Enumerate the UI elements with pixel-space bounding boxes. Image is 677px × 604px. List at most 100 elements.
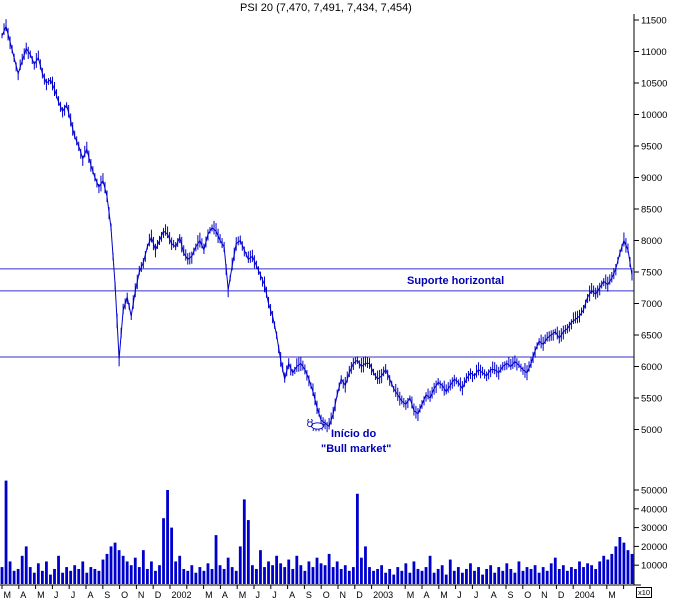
- volume-bar: [372, 570, 375, 584]
- volume-bar: [388, 568, 392, 584]
- volume-bar: [190, 565, 194, 584]
- volume-bar: [182, 568, 186, 584]
- month-label: 2004: [575, 590, 595, 600]
- volume-bar: [303, 570, 307, 584]
- price-tick-label: 7500: [641, 268, 662, 279]
- month-label: J: [457, 590, 462, 600]
- month-label: A: [289, 590, 295, 600]
- volume-bar: [537, 572, 541, 584]
- volume-bar: [222, 568, 226, 584]
- month-label: N: [138, 590, 145, 600]
- volume-bar: [610, 553, 614, 584]
- volume-bar: [529, 568, 533, 584]
- price-tick-label: 11000: [641, 47, 667, 58]
- volume-bar: [271, 565, 274, 584]
- month-label: O: [323, 590, 330, 600]
- volume-bar: [586, 563, 589, 584]
- volume-bar: [186, 570, 190, 584]
- volume-bar: [432, 572, 436, 584]
- volume-tick-label: 20000: [641, 542, 667, 553]
- volume-bar: [473, 570, 476, 584]
- price-tick-label: 5500: [641, 394, 662, 405]
- volume-bar: [339, 568, 343, 584]
- volume-bar: [57, 555, 60, 584]
- volume-bar: [97, 570, 101, 584]
- volume-bar: [73, 565, 77, 584]
- volume-bar: [355, 493, 359, 584]
- volume-bar: [517, 561, 521, 584]
- volume-bar: [570, 567, 573, 584]
- volume-bar: [396, 567, 400, 584]
- bull-icon: [307, 418, 326, 432]
- volume-bar: [250, 565, 254, 584]
- volume-bar: [291, 568, 295, 584]
- volume-bar: [32, 572, 36, 584]
- volume-bar: [0, 567, 4, 584]
- volume-bar: [4, 480, 8, 584]
- price-tick-label: 6500: [641, 331, 662, 342]
- volume-bar: [307, 561, 311, 584]
- price-tick-label: 8500: [641, 205, 662, 216]
- volume-bar: [493, 572, 497, 584]
- volume-bar: [553, 557, 557, 584]
- volume-bar: [505, 563, 509, 584]
- volume-bar: [283, 567, 287, 584]
- month-label: J: [54, 590, 59, 600]
- volume-bar: [69, 570, 73, 584]
- volume-bar: [117, 550, 121, 584]
- month-label: S: [104, 590, 110, 600]
- volume-bar: [109, 546, 113, 584]
- volume-bar: [234, 570, 238, 584]
- volume-bar: [440, 565, 444, 584]
- volume-bar: [8, 561, 12, 584]
- volume-bar: [424, 567, 428, 584]
- chart-title: PSI 20 (7,470, 7,491, 7,434, 7,454): [240, 2, 412, 14]
- month-label: O: [524, 590, 531, 600]
- month-label: A: [222, 590, 228, 600]
- volume-bar: [392, 574, 396, 584]
- volume-bar: [444, 574, 448, 584]
- price-tick-label: 10500: [641, 79, 667, 90]
- volume-bar: [485, 568, 489, 584]
- volume-bar: [238, 546, 242, 584]
- volume-bar: [541, 567, 545, 584]
- volume-tick-label: 50000: [641, 486, 667, 497]
- volume-bar: [602, 555, 606, 584]
- volume-bar: [513, 572, 517, 584]
- price-tick-label: 9000: [641, 173, 662, 184]
- month-label: D: [155, 590, 162, 600]
- volume-bar: [226, 557, 230, 584]
- volume-bar: [206, 563, 210, 584]
- volume-bar: [255, 568, 258, 584]
- volume-bar: [145, 568, 149, 584]
- volume-bar: [614, 546, 618, 584]
- volume-bar: [408, 572, 412, 584]
- month-label: A: [491, 590, 497, 600]
- volume-bar: [477, 567, 480, 584]
- volume-bar: [170, 527, 174, 584]
- volume-bar: [141, 550, 145, 584]
- volume-bar: [40, 570, 44, 584]
- volume-bar: [533, 565, 537, 584]
- volume-bar: [166, 490, 169, 584]
- volume-bar: [452, 570, 456, 584]
- volume-bar: [202, 570, 206, 584]
- volume-bar: [578, 561, 581, 584]
- price-tick-label: 9500: [641, 142, 662, 153]
- volume-bar: [460, 572, 464, 584]
- volume-bar: [469, 563, 472, 584]
- volume-bar: [93, 568, 97, 584]
- volume-bar: [45, 561, 48, 584]
- volume-bar: [210, 568, 214, 584]
- volume-bar: [150, 561, 153, 584]
- volume-bar: [428, 555, 432, 584]
- volume-bar: [465, 568, 468, 584]
- volume-bar: [263, 567, 266, 584]
- support-annotation: Suporte horizontal: [407, 275, 505, 287]
- volume-bar: [121, 555, 125, 584]
- month-label: M: [239, 590, 247, 600]
- volume-bar: [24, 546, 28, 584]
- volume-bar: [162, 518, 165, 584]
- volume-bar: [574, 568, 577, 584]
- volume-bar: [497, 567, 501, 584]
